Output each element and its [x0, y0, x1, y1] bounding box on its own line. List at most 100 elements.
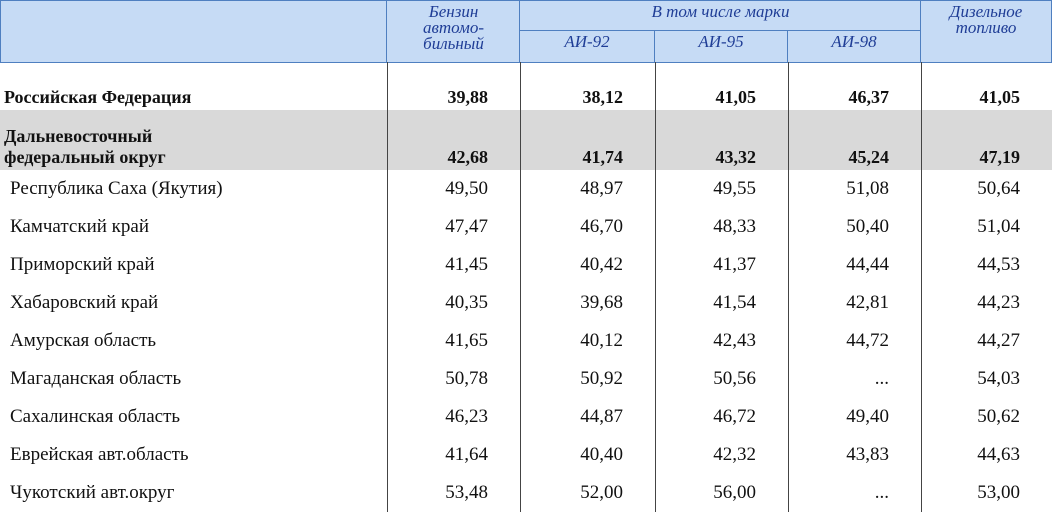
- value-cell: 53,00: [921, 474, 1052, 512]
- value-cell: 50,56: [655, 360, 788, 398]
- value-cell: 51,08: [788, 170, 921, 208]
- value-cell: 40,42: [520, 246, 655, 284]
- value-cell: 41,54: [655, 284, 788, 322]
- region-name: Сахалинская область: [10, 406, 181, 427]
- value-cell: 42,43: [655, 322, 788, 360]
- region-name: Дальневосточный: [4, 126, 153, 146]
- value-cell: 49,50: [387, 170, 520, 208]
- price-value: 43,32: [715, 147, 757, 167]
- value-cell: 42,32: [655, 436, 788, 474]
- value-cell: 52,00: [520, 474, 655, 512]
- header-cell: Дизельное топливо: [920, 0, 1052, 63]
- value-cell: 43,32: [655, 110, 788, 170]
- value-cell: ...: [788, 360, 921, 398]
- region-cell: Амурская область: [0, 322, 387, 360]
- price-value: 50,40: [846, 216, 889, 237]
- header-text: АИ-95: [698, 32, 744, 51]
- value-cell: 48,97: [520, 170, 655, 208]
- header-cell: АИ-92: [519, 30, 655, 63]
- header-cell: АИ-95: [654, 30, 788, 63]
- price-value: 40,40: [580, 444, 623, 465]
- region-cell: Приморский край: [0, 246, 387, 284]
- value-cell: 41,05: [921, 62, 1052, 110]
- price-value: 46,37: [848, 87, 890, 107]
- value-cell: 44,63: [921, 436, 1052, 474]
- price-value: 42,68: [447, 147, 489, 167]
- value-cell: 44,27: [921, 322, 1052, 360]
- price-value: 49,55: [713, 178, 756, 199]
- price-value: 46,23: [445, 406, 488, 427]
- price-value: 42,43: [713, 330, 756, 351]
- value-cell: 50,92: [520, 360, 655, 398]
- price-value: 41,54: [713, 292, 756, 313]
- price-value: 44,87: [580, 406, 623, 427]
- value-cell: 46,72: [655, 398, 788, 436]
- value-cell: 49,40: [788, 398, 921, 436]
- price-value: 48,97: [580, 178, 623, 199]
- region-cell: Дальневосточный федеральный округ: [0, 110, 387, 170]
- value-cell: 40,40: [520, 436, 655, 474]
- value-cell: 44,23: [921, 284, 1052, 322]
- value-cell: 38,12: [520, 62, 655, 110]
- price-value: 41,45: [445, 254, 488, 275]
- value-cell: 44,44: [788, 246, 921, 284]
- region-name: Хабаровский край: [10, 292, 159, 313]
- price-value: 50,64: [977, 178, 1020, 199]
- value-cell: 40,12: [520, 322, 655, 360]
- value-cell: 50,64: [921, 170, 1052, 208]
- header-text: В том числе марки: [651, 2, 790, 21]
- price-value: 40,35: [445, 292, 488, 313]
- region-name: Амурская область: [10, 330, 157, 351]
- value-cell: 50,40: [788, 208, 921, 246]
- region-name: Еврейская авт.область: [10, 444, 189, 465]
- region-cell: Республика Саха (Якутия): [0, 170, 387, 208]
- region-cell: Еврейская авт.область: [0, 436, 387, 474]
- price-value: 46,72: [713, 406, 756, 427]
- price-value: 41,37: [713, 254, 756, 275]
- region-cell: Камчатский край: [0, 208, 387, 246]
- header-text: АИ-98: [831, 32, 877, 51]
- price-value: ...: [874, 368, 889, 389]
- value-cell: 41,45: [387, 246, 520, 284]
- value-cell: 40,35: [387, 284, 520, 322]
- value-cell: 44,53: [921, 246, 1052, 284]
- value-cell: 41,05: [655, 62, 788, 110]
- price-value: 49,40: [846, 406, 889, 427]
- header-text: автомо-: [422, 18, 485, 37]
- value-cell: 47,47: [387, 208, 520, 246]
- region-name: Магаданская область: [10, 368, 182, 389]
- price-value: 41,65: [445, 330, 488, 351]
- value-cell: 44,87: [520, 398, 655, 436]
- price-value: 54,03: [977, 368, 1020, 389]
- value-cell: 39,68: [520, 284, 655, 322]
- value-cell: 42,81: [788, 284, 921, 322]
- price-value: 39,68: [580, 292, 623, 313]
- price-value: 50,78: [445, 368, 488, 389]
- region-cell: Хабаровский край: [0, 284, 387, 322]
- price-value: 42,81: [846, 292, 889, 313]
- price-value: 41,05: [979, 87, 1021, 107]
- value-cell: 50,62: [921, 398, 1052, 436]
- region-name: Приморский край: [10, 254, 155, 275]
- price-value: 44,27: [977, 330, 1020, 351]
- price-value: 38,12: [582, 87, 624, 107]
- value-cell: 46,23: [387, 398, 520, 436]
- price-value: 41,64: [445, 444, 488, 465]
- region-cell: Магаданская область: [0, 360, 387, 398]
- price-value: 50,62: [977, 406, 1020, 427]
- value-cell: 45,24: [788, 110, 921, 170]
- value-cell: 39,88: [387, 62, 520, 110]
- price-value: 44,72: [846, 330, 889, 351]
- value-cell: 47,19: [921, 110, 1052, 170]
- value-cell: 43,83: [788, 436, 921, 474]
- header-cell: АИ-98: [787, 30, 921, 63]
- value-cell: 41,65: [387, 322, 520, 360]
- header-text: топливо: [955, 18, 1017, 37]
- price-value: 41,74: [582, 147, 624, 167]
- price-value: 48,33: [713, 216, 756, 237]
- value-cell: ...: [788, 474, 921, 512]
- price-value: 51,08: [846, 178, 889, 199]
- value-cell: 54,03: [921, 360, 1052, 398]
- value-cell: 46,37: [788, 62, 921, 110]
